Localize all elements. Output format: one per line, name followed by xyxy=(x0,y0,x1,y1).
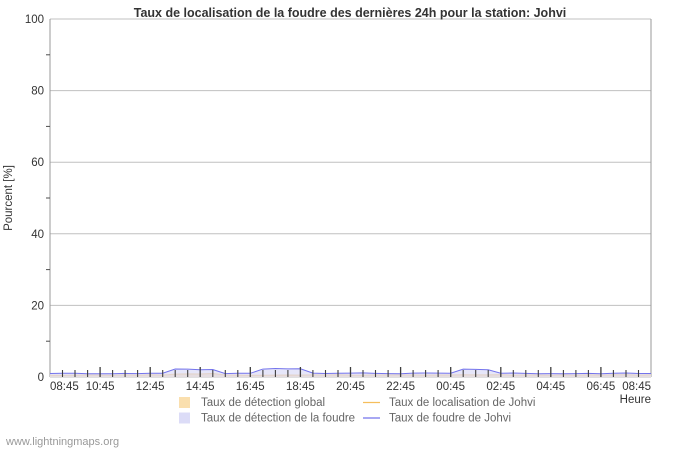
svg-text:02:45: 02:45 xyxy=(486,381,515,393)
svg-text:06:45: 06:45 xyxy=(587,381,616,393)
svg-text:Taux de détection global: Taux de détection global xyxy=(201,397,325,409)
svg-text:08:45: 08:45 xyxy=(622,381,651,393)
svg-text:Taux de foudre de Johvi: Taux de foudre de Johvi xyxy=(389,413,511,425)
svg-text:08:45: 08:45 xyxy=(50,381,79,393)
svg-text:04:45: 04:45 xyxy=(536,381,565,393)
svg-text:00:45: 00:45 xyxy=(436,381,465,393)
svg-text:22:45: 22:45 xyxy=(386,381,415,393)
svg-text:20:45: 20:45 xyxy=(336,381,365,393)
svg-text:60: 60 xyxy=(31,157,44,169)
svg-text:0: 0 xyxy=(38,372,44,384)
svg-text:10:45: 10:45 xyxy=(86,381,115,393)
svg-text:80: 80 xyxy=(31,86,44,98)
svg-text:Taux de localisation de Johvi: Taux de localisation de Johvi xyxy=(389,397,535,409)
svg-text:20: 20 xyxy=(31,300,44,312)
svg-text:12:45: 12:45 xyxy=(136,381,165,393)
svg-text:16:45: 16:45 xyxy=(236,381,265,393)
svg-text:Heure: Heure xyxy=(620,394,651,406)
svg-text:Taux de détection de la foudre: Taux de détection de la foudre xyxy=(201,413,355,425)
svg-text:18:45: 18:45 xyxy=(286,381,315,393)
svg-text:Pourcent [%]: Pourcent [%] xyxy=(3,165,15,231)
svg-text:14:45: 14:45 xyxy=(186,381,215,393)
svg-text:40: 40 xyxy=(31,229,44,241)
